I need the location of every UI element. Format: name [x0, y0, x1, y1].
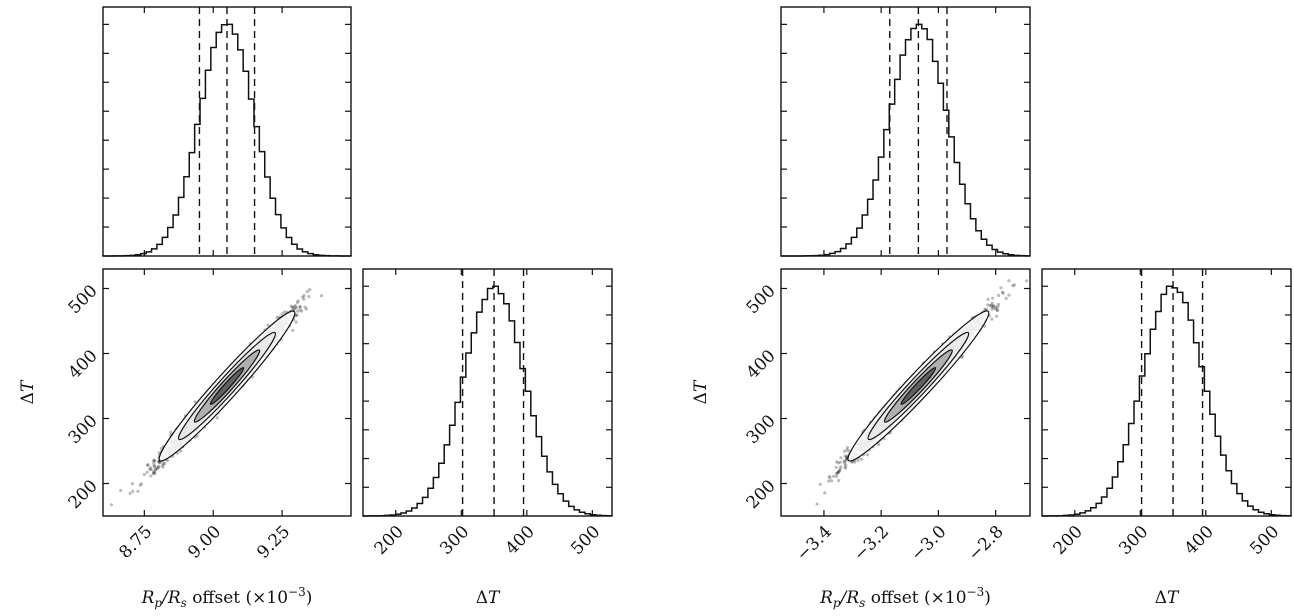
joint-x-tick-label: −3.4: [793, 522, 836, 565]
right-x-tick-label: 500: [567, 522, 604, 559]
joint-x-axis-label: Rp/Rs offset (×10−3): [141, 585, 313, 610]
right-x-tick-label: 400: [502, 522, 539, 559]
joint-y-tick-label: 200: [65, 476, 102, 513]
right-x-tick-label: 400: [1181, 522, 1218, 559]
right-x-tick-label: 500: [1246, 522, 1283, 559]
joint-x-tick-label: −2.8: [964, 522, 1007, 565]
joint-x-tick-label: −3.0: [907, 522, 950, 565]
joint-x-tick-label: −3.2: [850, 522, 893, 565]
top-histogram-frame: [780, 6, 1031, 257]
joint-y-axis-label: ΔT: [691, 379, 711, 404]
joint-y-tick-label: 500: [65, 281, 102, 318]
joint-y-tick-label: 200: [743, 476, 780, 513]
joint-y-axis-label: ΔT: [18, 379, 38, 404]
joint-y-tick-label: 300: [743, 411, 780, 448]
joint-scatter-frame: [102, 268, 352, 517]
right-x-axis-label: ΔT: [1155, 588, 1180, 608]
joint-y-tick-label: 400: [743, 346, 780, 383]
joint-x-tick-label: 9.00: [184, 522, 225, 563]
joint-y-tick-label: 300: [65, 411, 102, 448]
density-contour-4: [209, 367, 245, 405]
right-histogram-line: [1041, 285, 1292, 517]
density-contour-4: [900, 367, 937, 405]
right-histogram-frame: [362, 268, 613, 517]
right-x-tick-label: 300: [1115, 522, 1152, 559]
right-histogram-line: [362, 285, 613, 517]
right-x-axis-label: ΔT: [476, 588, 501, 608]
right-x-tick-label: 200: [371, 522, 408, 559]
corner-plot-2: −3.4 −3.2 −3.0 −2.8 200 300 400 500 200 300 400 500…: [691, 6, 1292, 610]
joint-y-tick-label: 500: [743, 281, 780, 318]
joint-x-tick-label: 9.25: [253, 522, 294, 563]
corner-plot-1: 8.75 9.00 9.25 200 300 400 500 200 300 400 500 ΔT Rp…: [18, 6, 613, 610]
right-x-tick-label: 300: [436, 522, 473, 559]
joint-x-tick-label: 8.75: [115, 522, 156, 563]
top-histogram-line: [781, 23, 1031, 257]
joint-scatter-frame: [780, 268, 1031, 517]
right-histogram-frame: [1041, 268, 1292, 517]
joint-y-tick-label: 400: [65, 346, 102, 383]
joint-x-axis-label: Rp/Rs offset (×10−3): [819, 585, 991, 610]
right-x-tick-label: 200: [1050, 522, 1087, 559]
